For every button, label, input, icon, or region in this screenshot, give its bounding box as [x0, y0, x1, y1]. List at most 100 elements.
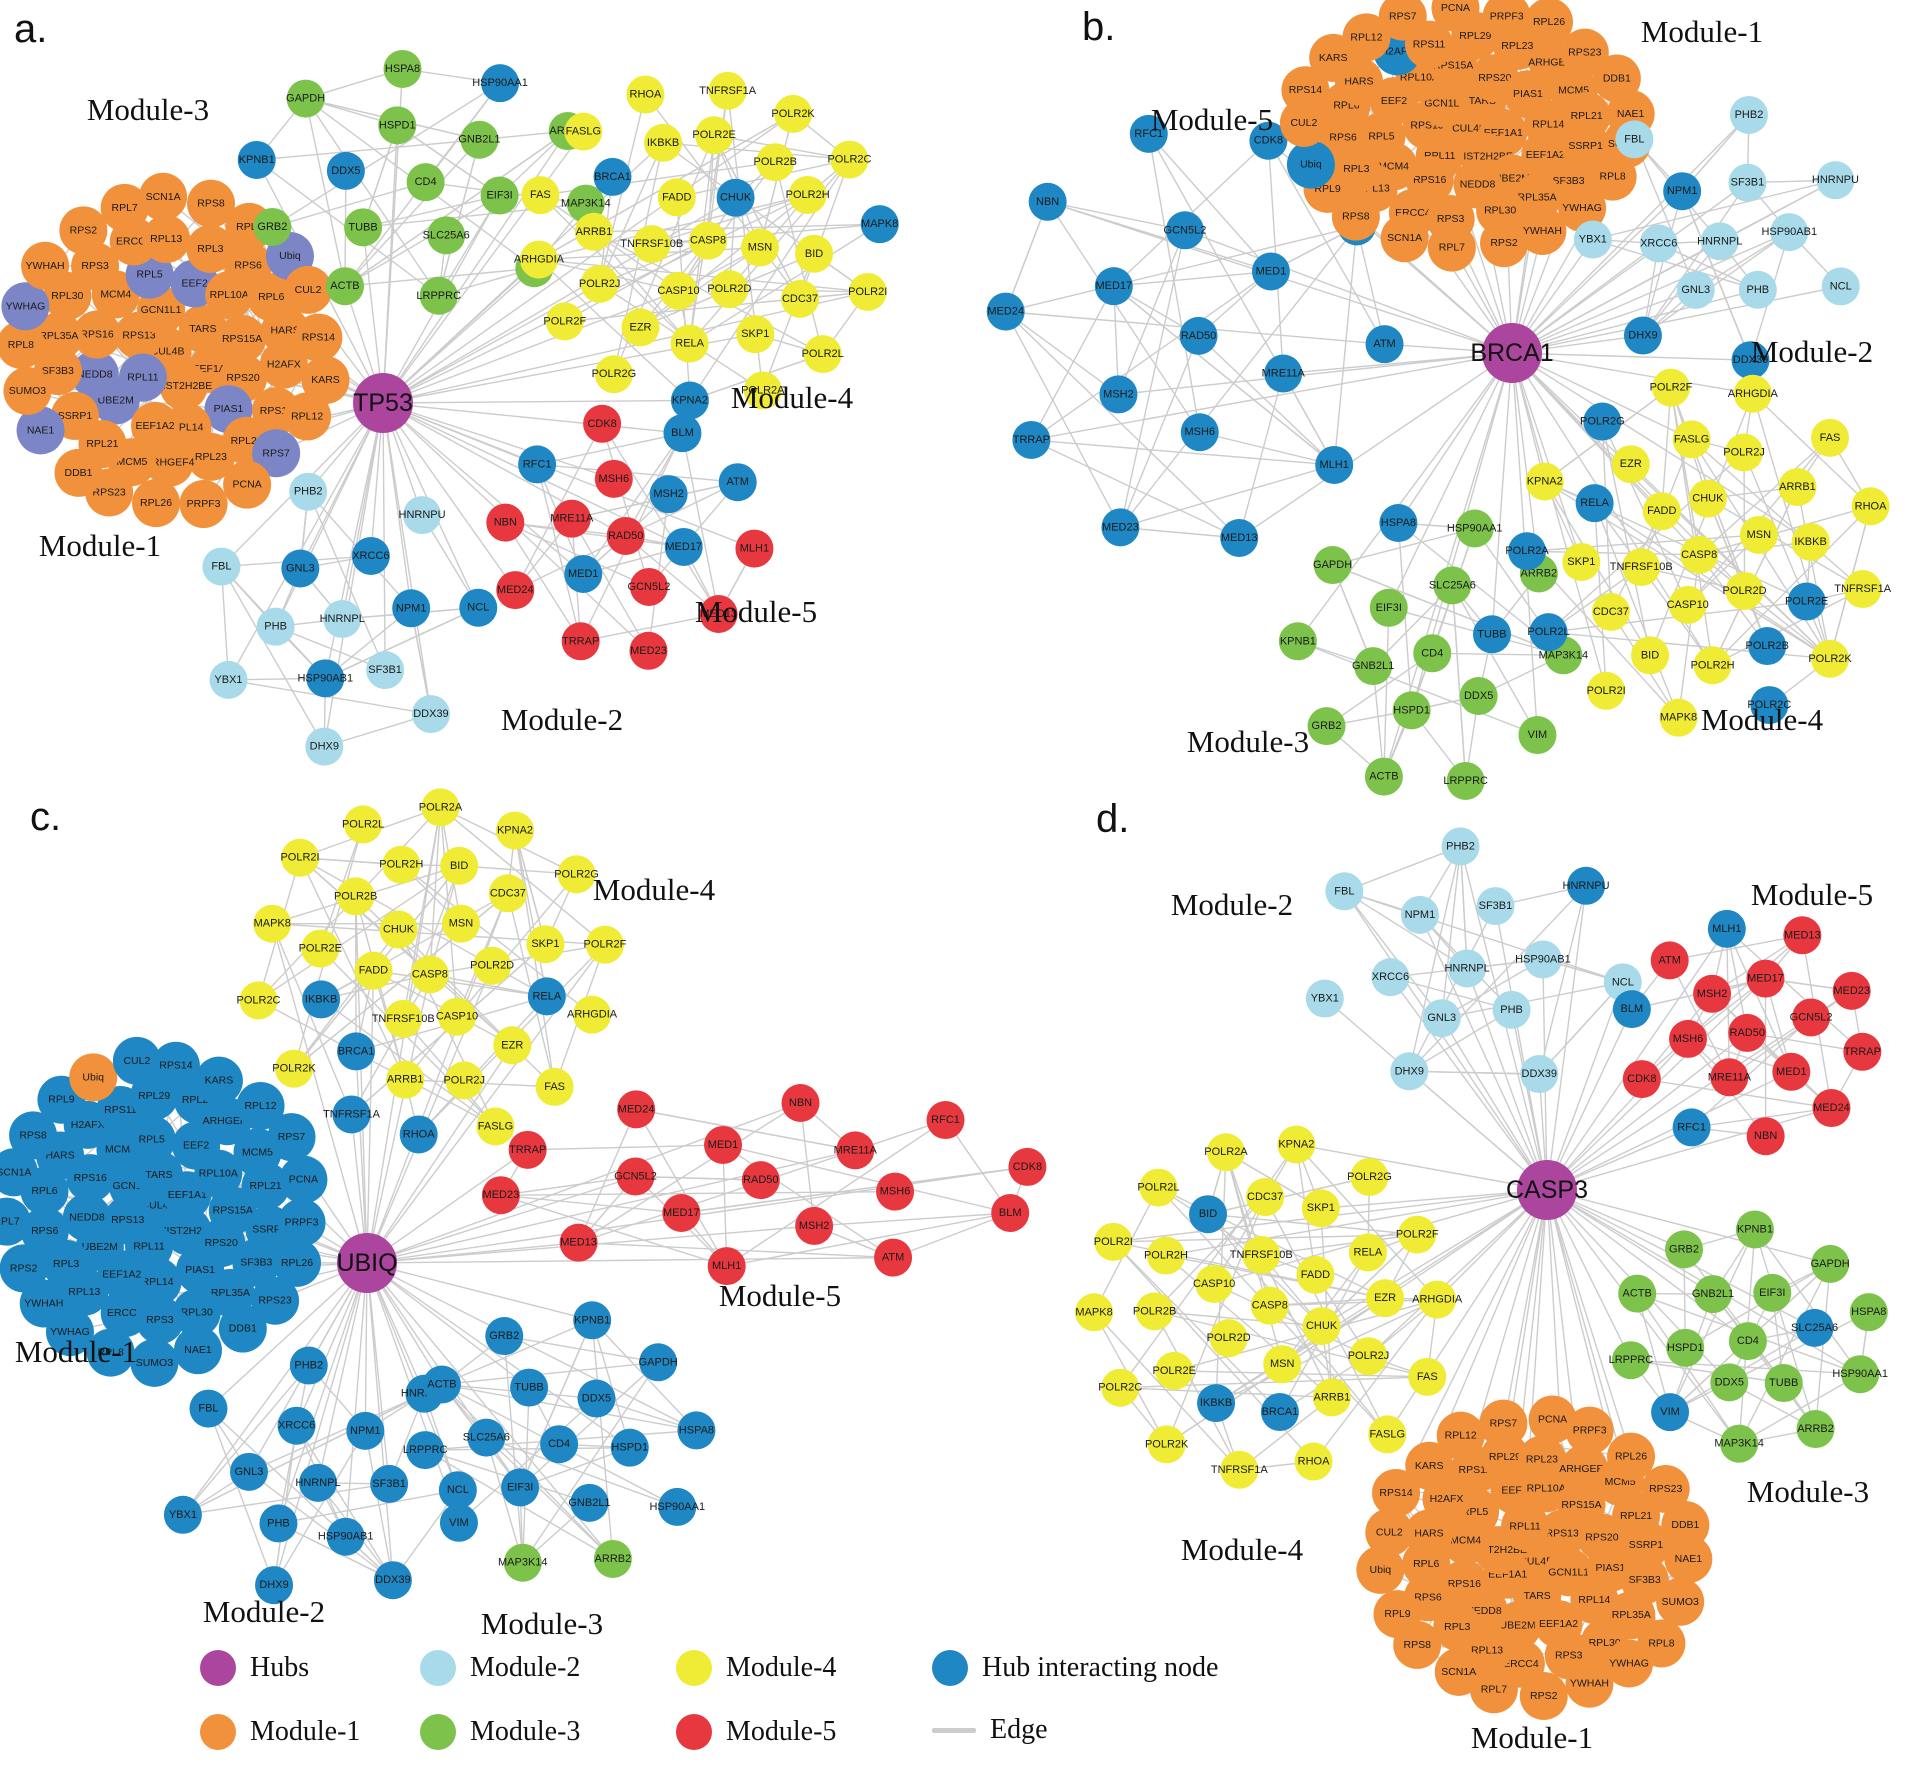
node-circle[interactable] — [1325, 872, 1364, 911]
node-circle[interactable] — [259, 340, 308, 389]
node-circle[interactable] — [277, 1406, 316, 1445]
node-circle[interactable] — [1434, 1647, 1483, 1696]
node-circle[interactable] — [252, 429, 301, 478]
node-circle[interactable] — [421, 788, 460, 827]
node-circle[interactable] — [172, 1288, 221, 1337]
node-XRCC6[interactable]: XRCC6 — [1639, 224, 1678, 263]
node-BID[interactable]: BID — [440, 846, 479, 885]
node-BID[interactable]: BID — [1631, 636, 1670, 675]
node-circle[interactable] — [1735, 1210, 1774, 1249]
node-PHB2[interactable]: PHB2 — [289, 1346, 328, 1385]
node-circle[interactable] — [239, 981, 278, 1020]
node-circle[interactable] — [1379, 504, 1418, 543]
node-POLR2A[interactable]: POLR2A — [1505, 532, 1549, 571]
node-MED23[interactable]: MED23 — [481, 1176, 520, 1215]
node-DDX39[interactable]: DDX39 — [411, 695, 450, 734]
node-RPS14[interactable]: RPS14 — [1372, 1468, 1421, 1517]
node-circle[interactable] — [649, 475, 688, 514]
node-RPL9[interactable]: RPL9 — [1373, 1590, 1422, 1639]
node-CDC37[interactable]: CDC37 — [488, 874, 527, 913]
node-MLH1[interactable]: MLH1 — [1707, 909, 1746, 948]
node-circle[interactable] — [289, 1346, 328, 1385]
node-circle[interactable] — [570, 1483, 609, 1522]
node-NAE1[interactable]: NAE1 — [173, 1326, 222, 1375]
node-CASP10[interactable]: CASP10 — [1667, 585, 1709, 624]
node-circle[interactable] — [1676, 270, 1715, 309]
node-circle[interactable] — [1518, 716, 1557, 755]
node-TNFRSF10B[interactable]: TNFRSF10B — [620, 225, 683, 264]
node-ARHGEF4[interactable]: ARHGEF4 — [1559, 1444, 1609, 1493]
node-YWHAG[interactable]: YWHAG — [1558, 183, 1607, 232]
node-YBX1[interactable]: YBX1 — [163, 1495, 202, 1534]
node-circle[interactable] — [1651, 368, 1690, 407]
node-circle[interactable] — [34, 312, 83, 361]
node-circle[interactable] — [59, 206, 108, 255]
node-circle[interactable] — [573, 1301, 612, 1340]
node-circle[interactable] — [848, 272, 887, 311]
node-circle[interactable] — [1398, 1215, 1437, 1254]
node-BRCA1[interactable]: BRCA1 — [337, 1032, 376, 1071]
node-DDX5[interactable]: DDX5 — [577, 1379, 616, 1418]
node-CUL2[interactable]: CUL2 — [112, 1036, 161, 1085]
node-circle[interactable] — [70, 350, 119, 399]
node-circle[interactable] — [326, 1517, 365, 1556]
node-MRE11A[interactable]: MRE11A — [550, 499, 594, 538]
node-circle[interactable] — [1748, 627, 1787, 666]
node-circle[interactable] — [1560, 28, 1609, 77]
node-circle[interactable] — [573, 995, 612, 1034]
node-POLR2D[interactable]: POLR2D — [707, 270, 751, 309]
node-DDX5[interactable]: DDX5 — [1710, 1363, 1749, 1402]
node-MED1[interactable]: MED1 — [1772, 1052, 1811, 1091]
node-circle[interactable] — [1688, 479, 1727, 518]
node-circle[interactable] — [1390, 1052, 1429, 1091]
node-circle[interactable] — [557, 855, 596, 894]
node-circle[interactable] — [1286, 140, 1335, 189]
node-circle[interactable] — [139, 172, 188, 221]
node-PCNA[interactable]: PCNA — [279, 1155, 328, 1204]
node-circle[interactable] — [255, 1566, 294, 1605]
node-MAPK8[interactable]: MAPK8 — [1075, 1293, 1114, 1332]
node-circle[interactable] — [1263, 1345, 1302, 1384]
node-GCN5L2[interactable]: GCN5L2 — [1164, 211, 1207, 250]
node-circle[interactable] — [273, 1238, 322, 1287]
node-circle[interactable] — [1816, 161, 1855, 200]
node-circle[interactable] — [1246, 1178, 1285, 1217]
node-circle[interactable] — [1792, 998, 1831, 1037]
node-circle[interactable] — [481, 64, 520, 103]
node-circle[interactable] — [658, 1487, 697, 1526]
node-circle[interactable] — [1075, 1293, 1114, 1332]
node-CDC37[interactable]: CDC37 — [1246, 1178, 1285, 1217]
node-MED24[interactable]: MED24 — [1812, 1089, 1851, 1128]
node-circle[interactable] — [1753, 1273, 1792, 1312]
node-YWHAG[interactable]: YWHAG — [1605, 1639, 1654, 1688]
node-EEF1A2[interactable]: EEF1A2 — [97, 1250, 146, 1299]
node-circle[interactable] — [286, 79, 325, 118]
node-MAPK8[interactable]: MAPK8 — [1659, 698, 1698, 737]
node-MSH6[interactable]: MSH6 — [1669, 1019, 1708, 1058]
node-circle[interactable] — [1296, 1255, 1335, 1294]
node-circle[interactable] — [294, 313, 343, 362]
node-POLR2C[interactable]: POLR2C — [827, 140, 872, 179]
node-circle[interactable] — [1700, 222, 1739, 261]
node-RPL26[interactable]: RPL26 — [132, 479, 181, 528]
node-EIF3I[interactable]: EIF3I — [501, 1468, 540, 1507]
node-circle[interactable] — [574, 212, 613, 251]
node-MLH1[interactable]: MLH1 — [1315, 445, 1354, 484]
node-circle[interactable] — [253, 207, 292, 246]
node-circle[interactable] — [0, 1244, 48, 1293]
node-circle[interactable] — [485, 1317, 524, 1356]
node-SLC25A6[interactable]: SLC25A6 — [1429, 566, 1476, 605]
node-circle[interactable] — [20, 1207, 69, 1256]
node-ARRB1[interactable]: ARRB1 — [386, 1060, 425, 1099]
node-circle[interactable] — [178, 304, 227, 353]
node-circle[interactable] — [1720, 1424, 1759, 1463]
node-circle[interactable] — [1135, 1292, 1174, 1331]
node-RPS23[interactable]: RPS23 — [1560, 28, 1609, 77]
node-HSP90AB1[interactable]: HSP90AB1 — [297, 659, 353, 698]
node-circle[interactable] — [351, 536, 390, 575]
node-GCN5L2[interactable]: GCN5L2 — [628, 567, 671, 606]
node-MAPK8[interactable]: MAPK8 — [253, 904, 292, 943]
node-RPL26[interactable]: RPL26 — [1607, 1432, 1656, 1481]
node-circle[interactable] — [593, 157, 632, 196]
hub-circle[interactable] — [1482, 323, 1542, 383]
